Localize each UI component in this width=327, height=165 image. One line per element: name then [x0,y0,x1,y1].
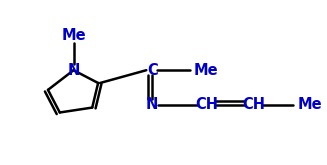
Text: CH: CH [195,97,218,112]
Text: Me: Me [61,28,86,43]
Text: Me: Me [194,63,218,78]
Text: N: N [67,63,80,78]
Text: CH: CH [242,97,265,112]
Text: N: N [146,97,158,112]
Text: C: C [147,63,158,78]
Text: Me: Me [297,97,322,112]
